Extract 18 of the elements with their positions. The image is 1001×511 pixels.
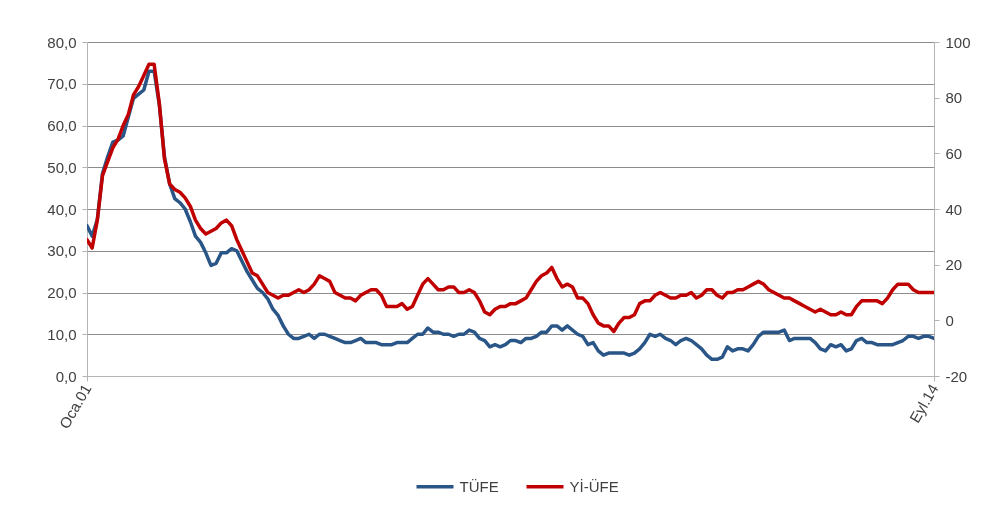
y-tick-label: 0,0 (55, 367, 77, 385)
y2-tick-label: 0 (945, 311, 954, 329)
y2-tick-label: 20 (945, 256, 963, 274)
legend-label: TÜFE (459, 477, 499, 495)
legend-label: Yİ-ÜFE (569, 477, 619, 495)
y2-tick-label: 60 (945, 144, 963, 162)
y2-tick-label: 100 (945, 33, 971, 51)
y2-tick-label: 40 (945, 200, 963, 218)
y-tick-label: 10,0 (47, 325, 77, 343)
y-tick-label: 80,0 (47, 33, 77, 51)
y-tick-label: 20,0 (47, 284, 77, 301)
y-tick-label: 50,0 (47, 158, 77, 176)
y-tick-label: 70,0 (47, 75, 77, 93)
y2-tick-label: 80 (945, 89, 963, 107)
y-tick-label: 40,0 (47, 200, 77, 218)
y-tick-label: 30,0 (47, 242, 77, 260)
y2-tick-label: -20 (945, 367, 968, 385)
y-tick-label: 60,0 (47, 117, 77, 134)
